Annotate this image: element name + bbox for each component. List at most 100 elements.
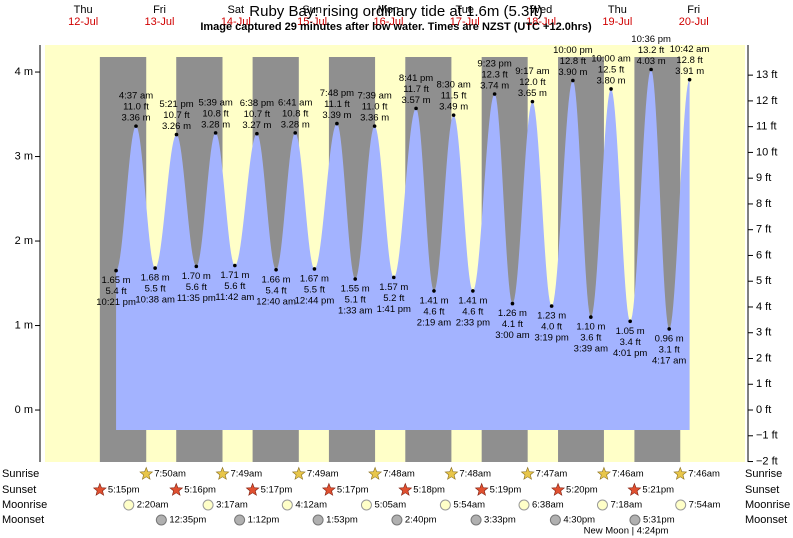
moonrise-time: 2:20am: [137, 500, 169, 511]
sunset-icon: [245, 482, 260, 496]
row-label: Moonset: [2, 514, 44, 526]
moonrise-icon: [202, 499, 214, 511]
tide-label: 4.03 m: [637, 56, 666, 67]
y2-tick-label: 3 ft: [756, 327, 771, 339]
tide-point: [667, 327, 671, 331]
moonrise-icon: [439, 499, 451, 511]
tide-label: 12.0 ft: [519, 77, 546, 88]
y-tick-label: 4 m: [15, 66, 33, 78]
y-tick-label: 1 m: [15, 319, 33, 331]
tide-point: [134, 124, 138, 128]
y2-tick-label: 11 ft: [756, 121, 777, 133]
tide-label: 3.74 m: [480, 81, 509, 92]
tide-point: [414, 106, 418, 111]
tide-label: 5.2 ft: [383, 293, 404, 304]
sunset-icon: [627, 482, 642, 496]
date-label: 20-Jul: [679, 16, 709, 28]
tide-label: 10:36 pm: [631, 34, 671, 45]
tide-label: 10.8 ft: [282, 108, 309, 119]
tide-point: [687, 77, 692, 82]
day-label: Fri: [153, 4, 166, 16]
moonset-icon: [155, 514, 167, 526]
date-label: 12-Jul: [68, 16, 98, 28]
tide-point: [255, 131, 259, 136]
tide-label: 12.5 ft: [598, 64, 625, 75]
tide-label: 1.05 m: [616, 326, 645, 337]
tide-point: [432, 289, 436, 293]
tide-label: 7:39 am: [357, 91, 391, 102]
y2-tick-label: 0 ft: [756, 404, 771, 416]
tide-label: 1.70 m: [182, 271, 211, 282]
tide-point: [312, 267, 317, 271]
chart-title: Ruby Bay: rising ordinary tide at 1.6m (…: [249, 3, 542, 20]
tide-label: 3.28 m: [281, 119, 310, 130]
sunset-time: 5:17pm: [337, 485, 369, 496]
tide-point: [194, 264, 199, 269]
y-tick-label: 3 m: [15, 150, 33, 162]
sunrise-time: 7:49am: [307, 469, 339, 480]
day-label: Sat: [228, 4, 245, 16]
moonset-time: 2:40pm: [405, 515, 437, 526]
row-label: Moonset: [745, 514, 787, 526]
tide-label: 4:01 pm: [613, 348, 647, 359]
tide-label: 2:33 pm: [456, 317, 490, 328]
tide-point: [530, 99, 535, 104]
tide-label: 5.4 ft: [106, 286, 127, 297]
tide-label: 12:44 pm: [295, 295, 335, 306]
tide-label: 1.55 m: [341, 284, 370, 295]
sunset-time: 5:16pm: [184, 485, 216, 496]
tide-label: 0.96 m: [655, 333, 684, 344]
row-label: Sunrise: [745, 468, 782, 480]
sunrise-time: 7:46am: [688, 469, 720, 480]
moonset-time: 12:35pm: [169, 515, 206, 526]
tide-label: 1:41 pm: [377, 304, 411, 315]
sunset-icon: [321, 482, 336, 496]
sunrise-time: 7:46am: [612, 469, 644, 480]
tide-label: 3.36 m: [360, 113, 389, 124]
tide-label: 4.1 ft: [502, 319, 523, 330]
tide-label: 5.6 ft: [186, 282, 207, 293]
tide-label: 11:35 pm: [177, 293, 216, 304]
date-label: 17-Jul: [450, 16, 480, 28]
tide-point: [353, 277, 358, 281]
tide-label: 3.49 m: [439, 102, 468, 113]
tide-label: 1.23 m: [537, 311, 566, 322]
tide-point: [471, 289, 475, 293]
day-label: Thu: [74, 4, 93, 16]
tide-point: [609, 87, 613, 91]
tide-label: 3:39 am: [574, 344, 608, 355]
tide-label: 9:17 am: [515, 66, 549, 77]
moonrise-icon: [518, 499, 530, 511]
tide-label: 12.3 ft: [481, 70, 508, 81]
moonrise-time: 4:12am: [295, 500, 327, 511]
tide-point: [510, 301, 515, 306]
sunrise-icon: [673, 466, 688, 480]
date-label: 19-Jul: [602, 16, 632, 28]
tide-label: 1.26 m: [498, 308, 527, 319]
y2-tick-label: 8 ft: [756, 198, 771, 210]
moonset-icon: [549, 514, 561, 526]
tide-label: 4.6 ft: [462, 306, 483, 317]
tide-label: 5.5 ft: [304, 284, 325, 295]
tide-label: 1.10 m: [576, 322, 605, 333]
tide-label: 4:17 am: [652, 355, 686, 366]
tide-label: 3.26 m: [162, 121, 191, 132]
sunset-time: 5:18pm: [413, 485, 445, 496]
tide-area: [116, 69, 690, 430]
tide-label: 10.7 ft: [244, 109, 271, 120]
tide-label: 5.1 ft: [345, 295, 366, 306]
tide-label: 12:40 am: [256, 296, 296, 307]
moonset-icon: [312, 514, 324, 526]
date-label: 14-Jul: [221, 16, 251, 28]
tide-label: 10:00 am: [591, 53, 631, 64]
tide-label: 11.5 ft: [441, 91, 467, 102]
y2-tick-label: 10 ft: [756, 146, 777, 158]
tide-label: 5:21 pm: [159, 99, 193, 110]
tide-label: 10:00 pm: [553, 45, 593, 56]
moonset-time: 5:31pm: [643, 515, 675, 526]
moonset-icon: [629, 514, 641, 526]
tide-label: 1.41 m: [419, 295, 448, 306]
tide-point: [153, 266, 157, 270]
y-tick-label: 2 m: [15, 235, 33, 247]
